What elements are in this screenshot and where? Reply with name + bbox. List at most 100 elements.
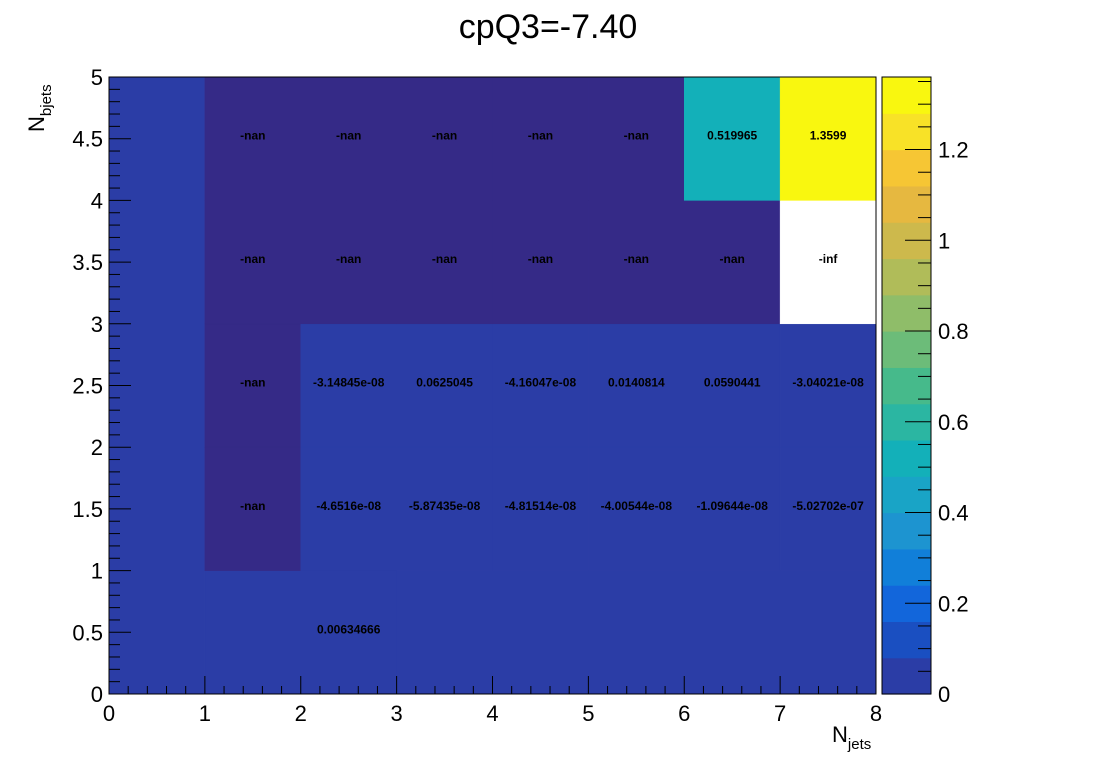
x-tick-label: 0 xyxy=(103,701,115,726)
x-axis-label-sub: jets xyxy=(847,736,871,753)
cell-value-label: -nan xyxy=(720,252,745,266)
cell-value-label: -1.09644e-08 xyxy=(696,499,768,513)
cell-value-label: -4.6516e-08 xyxy=(316,499,381,513)
y-tick-label: 0 xyxy=(91,682,103,707)
x-axis-label: Njets xyxy=(832,722,871,753)
heatmap-cell xyxy=(300,200,397,325)
colorbar-swatch xyxy=(882,657,931,695)
cell-value-label: -3.04021e-08 xyxy=(792,376,864,390)
x-tick-label: 8 xyxy=(870,701,882,726)
colorbar-swatch xyxy=(882,548,931,586)
colorbar-swatch xyxy=(882,439,931,477)
colorbar-swatch xyxy=(882,331,931,368)
heatmap-cell xyxy=(300,446,397,571)
heatmap-cell xyxy=(204,76,301,201)
y-axis-label: Nbjets xyxy=(24,84,55,132)
y-tick-label: 1.5 xyxy=(72,497,103,522)
colorbar-swatch xyxy=(882,258,931,296)
colorbar-tick-label: 1.2 xyxy=(938,138,969,163)
y-axis: 0 0.5 1 1.5 2 2.5 3 3.5 4 4.5 5 xyxy=(72,65,131,707)
x-tick-label: 1 xyxy=(199,701,211,726)
cell-value-label: -nan xyxy=(624,252,649,266)
x-tick-label: 3 xyxy=(391,701,403,726)
colorbar-swatch xyxy=(882,621,931,659)
y-axis-label-main: N xyxy=(24,116,49,132)
cell-value-label: -3.14845e-08 xyxy=(313,376,385,390)
cell-value-label: -4.81514e-08 xyxy=(505,499,577,513)
y-tick-label: 4 xyxy=(91,188,103,213)
cell-value-label: -nan xyxy=(528,129,553,143)
heatmap-cell xyxy=(396,200,493,325)
heatmap-cell xyxy=(779,76,877,201)
cell-value-label: 0.0140814 xyxy=(608,376,665,390)
cell-value-label: -5.02702e-07 xyxy=(792,499,864,513)
y-tick-label: 5 xyxy=(91,65,103,90)
cell-value-label: -nan xyxy=(240,499,265,513)
cell-value-label: -nan xyxy=(240,376,265,390)
x-tick-label: 5 xyxy=(582,701,594,726)
y-tick-label: 2 xyxy=(91,435,103,460)
x-tick-label: 2 xyxy=(295,701,307,726)
y-axis-label-sub: bjets xyxy=(38,84,55,116)
chart-title: cpQ3=-7.40 xyxy=(459,8,638,46)
heatmap-cell xyxy=(492,446,589,571)
cell-value-label: -nan xyxy=(624,129,649,143)
colorbar-tick-label: 0 xyxy=(938,682,950,707)
colorbar-swatch xyxy=(882,294,931,332)
cell-value-label: -nan xyxy=(432,129,457,143)
cell-value-label: -nan xyxy=(336,129,361,143)
svg-text:Nbjets: Nbjets xyxy=(24,84,55,132)
y-tick-label: 3 xyxy=(91,312,103,337)
colorbar-swatch xyxy=(882,113,931,151)
colorbar-swatch xyxy=(882,77,931,114)
heatmap-cell xyxy=(300,323,397,448)
heatmap-cell xyxy=(588,323,685,448)
heatmap-cell xyxy=(492,76,589,201)
cell-value-label: 1.3599 xyxy=(810,129,847,143)
colorbar-swatch xyxy=(882,512,931,550)
x-axis: 0 1 2 3 4 5 6 7 8 xyxy=(103,676,882,726)
cell-labels: 0.00634666 -nan -4.6516e-08 -5.87435e-08 -4.… xyxy=(240,129,864,637)
cell-value-label: -4.00544e-08 xyxy=(601,499,673,513)
cell-value-label: 0.0590441 xyxy=(704,376,761,390)
y-tick-label: 2.5 xyxy=(72,374,103,399)
colorbar: 0 0.2 0.4 0.6 0.8 1 1.2 xyxy=(881,76,969,707)
y-tick-label: 4.5 xyxy=(72,127,103,152)
svg-text:Njets: Njets xyxy=(832,722,871,753)
heatmap-cell xyxy=(492,200,589,325)
cell-value-label: -nan xyxy=(528,252,553,266)
colorbar-tick-label: 0.8 xyxy=(938,319,969,344)
colorbar-tick-label: 0.6 xyxy=(938,410,969,435)
y-tick-label: 1 xyxy=(91,559,103,584)
colorbar-swatch xyxy=(882,149,931,187)
heatmap-cell xyxy=(684,446,781,571)
cell-value-label: 0.0625045 xyxy=(416,376,473,390)
heatmap-cell xyxy=(300,76,397,201)
heatmap-cell xyxy=(779,446,877,571)
heatmap-cell xyxy=(588,446,685,571)
heatmap-cell xyxy=(396,323,493,448)
colorbar-tick-label: 0.4 xyxy=(938,501,969,526)
heatmap-cells xyxy=(108,76,877,695)
y-tick-label: 3.5 xyxy=(72,250,103,275)
heatmap-cell xyxy=(588,76,685,201)
x-axis-label-main: N xyxy=(832,722,848,747)
cell-value-label: -nan xyxy=(240,129,265,143)
cell-value-label: 0.00634666 xyxy=(317,622,381,636)
cell-value-label: -inf xyxy=(819,252,839,266)
heatmap-cell xyxy=(204,200,301,325)
colorbar-swatch xyxy=(882,476,931,514)
colorbar-swatch xyxy=(882,367,931,405)
cell-value-label: -4.16047e-08 xyxy=(505,376,577,390)
heatmap-cell xyxy=(779,323,877,448)
heatmap-cell xyxy=(684,323,781,448)
heatmap-cell xyxy=(396,76,493,201)
cell-value-label: -5.87435e-08 xyxy=(409,499,481,513)
y-tick-label: 0.5 xyxy=(72,620,103,645)
colorbar-tick-label: 1 xyxy=(938,228,950,253)
heatmap-cell xyxy=(396,446,493,571)
x-tick-label: 6 xyxy=(678,701,690,726)
cell-value-label: -nan xyxy=(336,252,361,266)
x-tick-label: 7 xyxy=(774,701,786,726)
